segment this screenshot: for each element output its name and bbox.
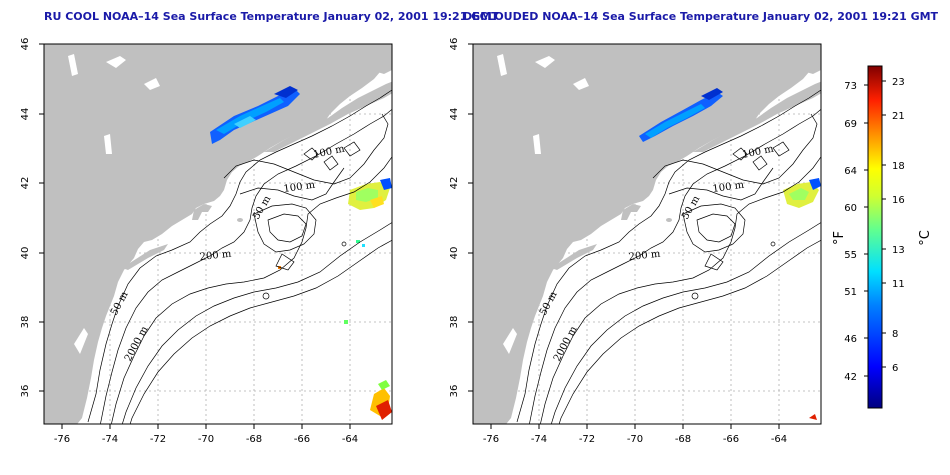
svg-text:42: 42: [449, 177, 460, 190]
svg-text:40: 40: [20, 247, 31, 260]
right-y-axis-labels: 46 44 42 40 38 36: [449, 38, 460, 398]
right-sst-swath: [639, 88, 821, 420]
svg-text:100 m: 100 m: [283, 180, 316, 195]
left-map-panel: 100 m 100 m 50 m 200 m 50 m 2000 m -76 -…: [20, 38, 393, 445]
left-y-axis-labels: 46 44 42 40 38 36: [20, 38, 31, 398]
fahrenheit-unit-label: °F: [832, 231, 847, 245]
svg-text:46: 46: [20, 38, 31, 51]
svg-text:6: 6: [892, 363, 898, 374]
svg-text:38: 38: [449, 316, 460, 329]
svg-text:-64: -64: [342, 434, 358, 445]
svg-text:18: 18: [892, 161, 905, 172]
svg-text:-66: -66: [294, 434, 310, 445]
svg-text:36: 36: [449, 385, 460, 398]
svg-text:46: 46: [844, 334, 857, 345]
svg-text:-72: -72: [150, 434, 166, 445]
colorbar-gradient: [867, 65, 883, 409]
svg-text:11: 11: [892, 279, 905, 290]
svg-text:-68: -68: [675, 434, 691, 445]
svg-text:-66: -66: [723, 434, 739, 445]
right-map-panel: 100 m 100 m 50 m 200 m 50 m 2000 m -76 -…: [449, 38, 822, 445]
svg-text:-64: -64: [771, 434, 787, 445]
svg-text:-76: -76: [483, 434, 499, 445]
svg-text:36: 36: [20, 385, 31, 398]
svg-text:-74: -74: [531, 434, 547, 445]
svg-text:21: 21: [892, 111, 905, 122]
left-x-axis-labels: -76 -74 -72 -70 -68 -66 -64: [54, 434, 358, 445]
colorbar-fahrenheit-ticks: 73 69 64 60 55 51 46 42: [844, 81, 857, 383]
celsius-unit-label: °C: [918, 230, 933, 246]
svg-text:13: 13: [892, 245, 905, 256]
svg-text:60: 60: [844, 203, 857, 214]
svg-text:23: 23: [892, 77, 905, 88]
svg-text:73: 73: [844, 81, 857, 92]
svg-text:46: 46: [449, 38, 460, 51]
svg-text:38: 38: [20, 316, 31, 329]
svg-text:55: 55: [844, 250, 857, 261]
right-x-axis-labels: -76 -74 -72 -70 -68 -66 -64: [483, 434, 787, 445]
svg-text:51: 51: [844, 287, 857, 298]
svg-text:-74: -74: [102, 434, 118, 445]
svg-text:69: 69: [844, 119, 857, 130]
left-panel-title: RU COOL NOAA–14 Sea Surface Temperature …: [44, 10, 499, 23]
temperature-colorbar: 73 69 64 60 55 51 46 42 23 21 18 16 13 1…: [832, 65, 933, 409]
left-map-area: 100 m 100 m 50 m 200 m 50 m 2000 m: [44, 44, 392, 424]
svg-text:8: 8: [892, 329, 898, 340]
right-map-frame: [472, 43, 822, 425]
svg-text:64: 64: [844, 166, 857, 177]
svg-text:44: 44: [20, 108, 31, 121]
svg-text:-70: -70: [627, 434, 643, 445]
right-map-area: 100 m 100 m 50 m 200 m 50 m 2000 m: [473, 44, 821, 424]
svg-text:40: 40: [449, 247, 460, 260]
svg-text:42: 42: [20, 177, 31, 190]
svg-text:42: 42: [844, 372, 857, 383]
left-sst-swath: [210, 86, 392, 420]
svg-text:200 m: 200 m: [628, 249, 661, 263]
svg-text:100 m: 100 m: [712, 180, 745, 195]
svg-text:-76: -76: [54, 434, 70, 445]
right-panel-title: DECLOUDED NOAA–14 Sea Surface Temperatur…: [463, 10, 939, 23]
svg-text:200 m: 200 m: [199, 249, 232, 263]
svg-text:44: 44: [449, 108, 460, 121]
svg-text:16: 16: [892, 195, 905, 206]
svg-text:-68: -68: [246, 434, 262, 445]
svg-text:-70: -70: [198, 434, 214, 445]
svg-text:-72: -72: [579, 434, 595, 445]
colorbar-celsius-ticks: 23 21 18 16 13 11 8 6: [892, 77, 905, 374]
left-map-frame: [43, 43, 393, 425]
